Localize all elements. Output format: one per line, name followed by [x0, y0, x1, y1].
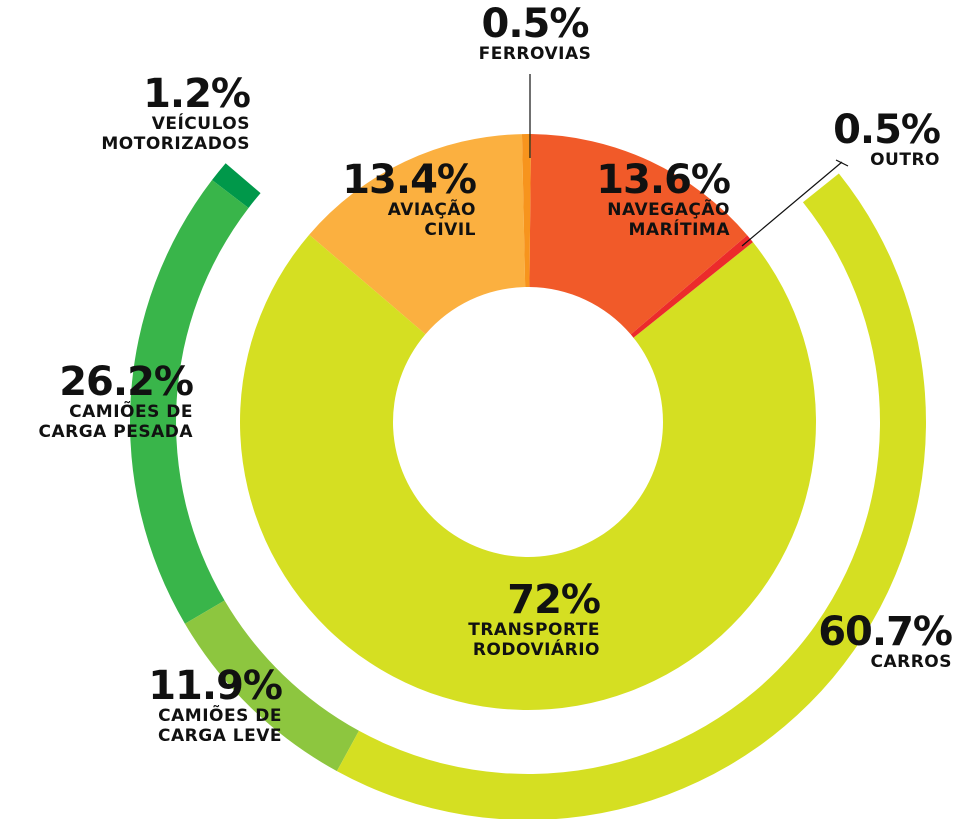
value-label: 1.2%	[143, 71, 251, 117]
value-label: 60.7%	[818, 609, 953, 655]
leader-line	[741, 161, 843, 247]
donut-segment	[212, 163, 261, 208]
segment-label: 26.2% CAMIÕES DE CARGA PESADA	[39, 362, 194, 442]
donut-segment	[630, 235, 753, 338]
category-label: TRANSPORTE RODOVIÁRIO	[468, 620, 600, 660]
value-label: 0.5%	[481, 1, 590, 47]
donut-segment	[529, 134, 748, 335]
value-label: 26.2%	[59, 359, 194, 405]
donut-segment	[240, 234, 816, 710]
donut-segment	[184, 600, 359, 772]
category-label: VEÍCULOS MOTORIZADOS	[101, 114, 250, 154]
category-label: CAMIÕES DE CARGA LEVE	[158, 706, 282, 746]
category-label: CAMIÕES DE CARGA PESADA	[38, 402, 193, 442]
donut-segment	[129, 179, 249, 624]
leader-line	[835, 159, 849, 167]
segment-label: 0.5% OUTRO	[833, 107, 941, 170]
value-label: 13.6%	[596, 157, 731, 203]
value-label: 13.4%	[342, 157, 477, 203]
segment-label: 72% TRANSPORTE RODOVIÁRIO	[468, 577, 601, 660]
donut-segment	[309, 134, 526, 335]
category-label: OUTRO	[870, 150, 940, 170]
segment-label: 13.4% AVIAÇÃO CIVIL	[342, 157, 477, 240]
segment-label: 1.2% VEÍCULOS MOTORIZADOS	[101, 71, 251, 154]
segment-label: 11.9% CAMIÕES DE CARGA LEVE	[148, 663, 283, 746]
segment-label: 60.7% CARROS	[818, 609, 953, 672]
category-label: FERROVIAS	[478, 44, 592, 64]
value-label: 72%	[507, 577, 601, 623]
category-label: NAVEGAÇÃO MARÍTIMA	[607, 200, 730, 240]
segment-label: 0.5% FERROVIAS	[385, 4, 685, 64]
value-label: 0.5%	[833, 107, 941, 153]
category-label: AVIAÇÃO CIVIL	[387, 200, 476, 240]
donut-segment	[521, 134, 532, 288]
category-label: CARROS	[870, 652, 952, 672]
value-label: 11.9%	[148, 663, 283, 709]
donut-segment	[336, 173, 926, 819]
segment-label: 13.6% NAVEGAÇÃO MARÍTIMA	[596, 157, 731, 240]
